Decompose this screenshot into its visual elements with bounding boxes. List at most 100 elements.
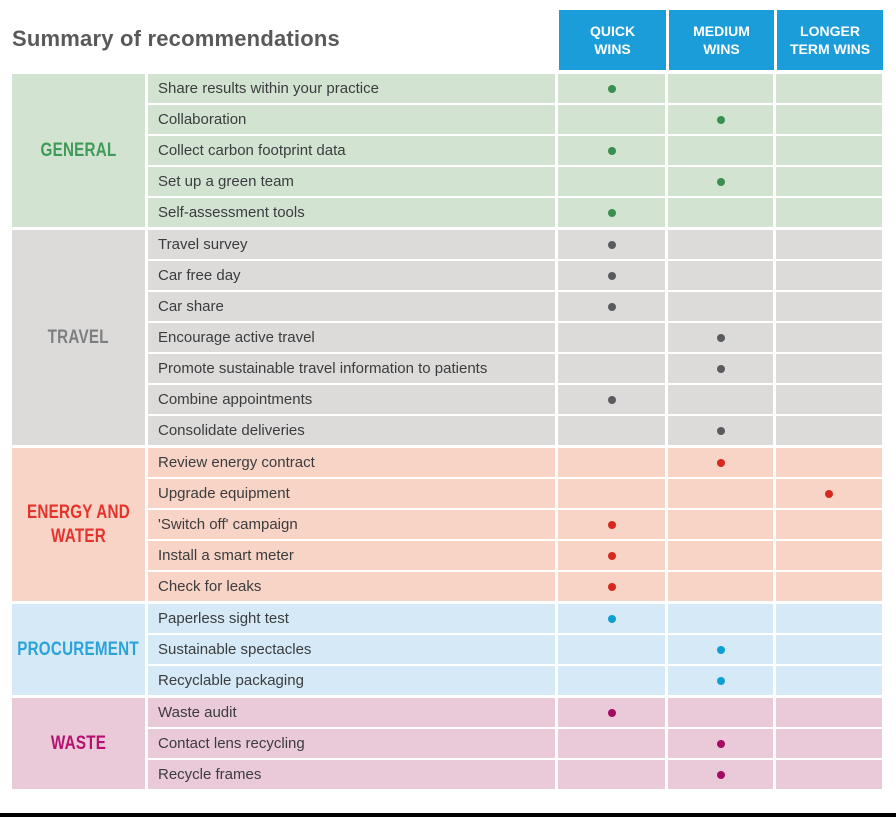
win-dot bbox=[716, 458, 725, 467]
win-cell-medium bbox=[668, 385, 773, 414]
win-cell-longer bbox=[776, 666, 882, 695]
win-dot bbox=[716, 364, 725, 373]
recommendation-label: Paperless sight test bbox=[148, 604, 555, 633]
win-cell-longer bbox=[776, 167, 882, 196]
table-row: Self-assessment tools bbox=[148, 198, 882, 227]
win-cell-medium bbox=[668, 698, 773, 727]
recommendation-label: Recyclable packaging bbox=[148, 666, 555, 695]
win-cell-quick bbox=[558, 323, 665, 352]
win-dot bbox=[716, 739, 725, 748]
column-header-quick-wins: QUICK WINS bbox=[559, 10, 666, 70]
win-cell-longer bbox=[776, 198, 882, 227]
recommendation-label: Install a smart meter bbox=[148, 541, 555, 570]
win-cell-medium bbox=[668, 572, 773, 601]
win-cell-quick bbox=[558, 635, 665, 664]
section-waste: WASTE Waste audit Contact lens recycling Re… bbox=[12, 698, 882, 789]
win-cell-quick bbox=[558, 510, 665, 539]
win-dot bbox=[716, 426, 725, 435]
section-energy-and-water: ENERGY AND WATER Review energy contract Up… bbox=[12, 448, 882, 601]
win-cell-quick bbox=[558, 760, 665, 789]
win-cell-medium bbox=[668, 292, 773, 321]
table-row: Share results within your practice bbox=[148, 74, 882, 103]
section-rows: Travel survey Car free day Car share Encour… bbox=[148, 230, 882, 445]
section-general: GENERAL Share results within your practic… bbox=[12, 74, 882, 227]
win-cell-quick bbox=[558, 74, 665, 103]
win-cell-longer bbox=[776, 323, 882, 352]
win-cell-longer bbox=[776, 136, 882, 165]
recommendation-label: Upgrade equipment bbox=[148, 479, 555, 508]
win-cell-medium bbox=[668, 230, 773, 259]
recommendation-label: Travel survey bbox=[148, 230, 555, 259]
win-dot bbox=[607, 582, 616, 591]
section-rows: Share results within your practice Collab… bbox=[148, 74, 882, 227]
table-row: Install a smart meter bbox=[148, 541, 882, 570]
win-cell-quick bbox=[558, 604, 665, 633]
win-cell-medium bbox=[668, 323, 773, 352]
section-rows: Waste audit Contact lens recycling Recycle… bbox=[148, 698, 882, 789]
category-cell-energy-and-water: ENERGY AND WATER bbox=[12, 448, 145, 601]
win-cell-quick bbox=[558, 479, 665, 508]
win-cell-medium bbox=[668, 198, 773, 227]
table-row: Promote sustainable travel information t… bbox=[148, 354, 882, 383]
category-cell-procurement: PROCUREMENT bbox=[12, 604, 145, 695]
win-cell-medium bbox=[668, 635, 773, 664]
win-cell-longer bbox=[776, 541, 882, 570]
category-label: PROCUREMENT bbox=[17, 638, 140, 660]
win-cell-medium bbox=[668, 167, 773, 196]
recommendation-label: Contact lens recycling bbox=[148, 729, 555, 758]
win-dot bbox=[716, 645, 725, 654]
win-cell-longer bbox=[776, 760, 882, 789]
table-row: Encourage active travel bbox=[148, 323, 882, 352]
recommendation-label: Car free day bbox=[148, 261, 555, 290]
win-cell-longer bbox=[776, 261, 882, 290]
table-row: Sustainable spectacles bbox=[148, 635, 882, 664]
win-dot bbox=[716, 770, 725, 779]
recommendation-label: Car share bbox=[148, 292, 555, 321]
win-cell-longer bbox=[776, 510, 882, 539]
section-procurement: PROCUREMENT Paperless sight test Sustainab… bbox=[12, 604, 882, 695]
recommendation-label: Promote sustainable travel information t… bbox=[148, 354, 555, 383]
win-cell-quick bbox=[558, 541, 665, 570]
win-cell-medium bbox=[668, 74, 773, 103]
win-dot bbox=[607, 208, 616, 217]
win-cell-quick bbox=[558, 261, 665, 290]
table-row: Waste audit bbox=[148, 698, 882, 727]
section-rows: Paperless sight test Sustainable spectacl… bbox=[148, 604, 882, 695]
win-cell-longer bbox=[776, 416, 882, 445]
table-row: Consolidate deliveries bbox=[148, 416, 882, 445]
win-dot bbox=[607, 146, 616, 155]
recommendation-label: Sustainable spectacles bbox=[148, 635, 555, 664]
table-row: Travel survey bbox=[148, 230, 882, 259]
category-label: WASTE bbox=[50, 732, 107, 754]
win-cell-quick bbox=[558, 167, 665, 196]
column-header-medium-wins: MEDIUM WINS bbox=[669, 10, 774, 70]
win-cell-longer bbox=[776, 604, 882, 633]
table-row: Recycle frames bbox=[148, 760, 882, 789]
table-row: Car free day bbox=[148, 261, 882, 290]
recommendation-label: Check for leaks bbox=[148, 572, 555, 601]
win-cell-medium bbox=[668, 604, 773, 633]
win-dot bbox=[607, 708, 616, 717]
table-row: Contact lens recycling bbox=[148, 729, 882, 758]
column-headers: QUICK WINS MEDIUM WINS LONGER TERM WINS bbox=[559, 10, 883, 70]
win-cell-medium bbox=[668, 541, 773, 570]
win-cell-medium bbox=[668, 105, 773, 134]
section-travel: TRAVEL Travel survey Car free day Car share… bbox=[12, 230, 882, 445]
win-cell-medium bbox=[668, 448, 773, 477]
table-row: Combine appointments bbox=[148, 385, 882, 414]
recommendation-label: Encourage active travel bbox=[148, 323, 555, 352]
recommendation-label: Waste audit bbox=[148, 698, 555, 727]
section-rows: Review energy contract Upgrade equipment '… bbox=[148, 448, 882, 601]
table-row: Review energy contract bbox=[148, 448, 882, 477]
win-dot bbox=[607, 395, 616, 404]
page-title: Summary of recommendations bbox=[12, 26, 340, 51]
bottom-rule bbox=[0, 813, 896, 817]
win-dot bbox=[825, 489, 833, 498]
win-cell-quick bbox=[558, 448, 665, 477]
category-cell-travel: TRAVEL bbox=[12, 230, 145, 445]
win-cell-medium bbox=[668, 261, 773, 290]
table-row: 'Switch off' campaign bbox=[148, 510, 882, 539]
win-cell-quick bbox=[558, 105, 665, 134]
table-row: Recyclable packaging bbox=[148, 666, 882, 695]
